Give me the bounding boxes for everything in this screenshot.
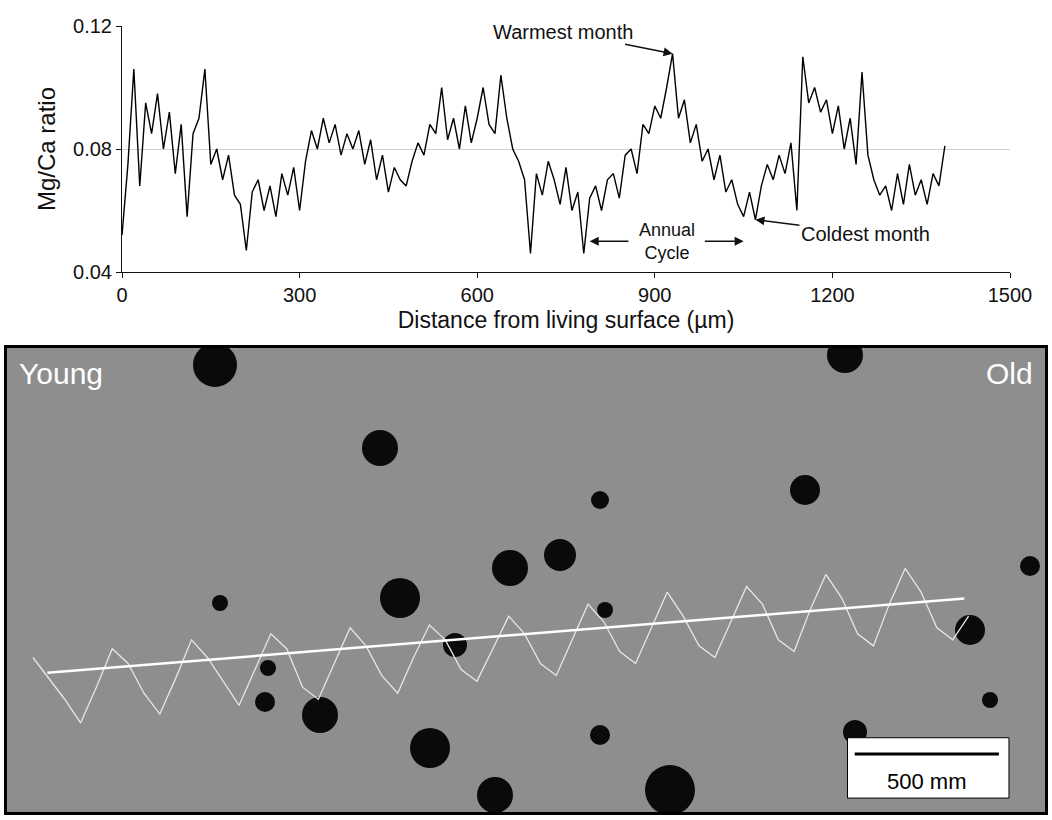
- svg-text:500 mm: 500 mm: [887, 769, 966, 794]
- svg-text:1200: 1200: [810, 284, 855, 306]
- svg-text:Distance from living surface (: Distance from living surface (µm): [398, 307, 735, 333]
- svg-text:900: 900: [638, 284, 671, 306]
- svg-text:300: 300: [283, 284, 316, 306]
- svg-text:Coldest month: Coldest month: [801, 223, 930, 245]
- svg-text:1500: 1500: [988, 284, 1033, 306]
- svg-text:Young: Young: [19, 357, 103, 390]
- svg-text:Warmest month: Warmest month: [493, 21, 633, 43]
- svg-text:0.08: 0.08: [73, 138, 112, 160]
- svg-text:600: 600: [461, 284, 494, 306]
- svg-text:0.04: 0.04: [73, 261, 112, 283]
- svg-text:Mg/Ca ratio: Mg/Ca ratio: [33, 87, 60, 211]
- svg-text:Old: Old: [986, 357, 1033, 390]
- svg-text:AnnualCycle: AnnualCycle: [639, 220, 695, 263]
- svg-text:0: 0: [116, 284, 127, 306]
- svg-text:0.12: 0.12: [73, 15, 112, 37]
